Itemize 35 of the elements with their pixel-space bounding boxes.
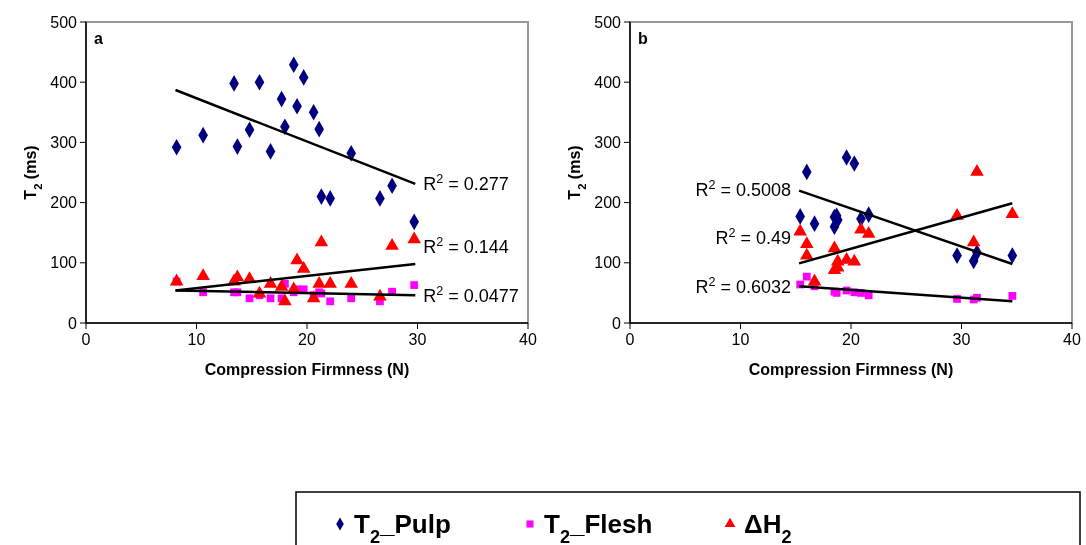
y-tick-label: 0 [68, 314, 78, 332]
x-tick-label: 0 [625, 331, 635, 348]
y-tick-label: 200 [50, 194, 78, 212]
y-tick-label: 400 [594, 73, 622, 91]
annotation: R$^{2}$ = 0.277 [423, 172, 509, 195]
annotation: R$^{2}$ = 0.0477 [423, 283, 519, 306]
x-tick-label: 20 [298, 331, 316, 348]
x-axis-title: Compression Firmness (N) [204, 361, 410, 378]
x-tick-label: 40 [1063, 331, 1081, 348]
y-tick-label: 500 [594, 13, 622, 31]
y-tick-label: 0 [612, 314, 622, 332]
y-tick-label: 100 [50, 254, 78, 272]
legend-label: T$_{2}$_Pulp [354, 509, 451, 545]
x-tick-label: 10 [187, 331, 206, 348]
y-tick-label: 300 [594, 134, 622, 151]
x-tick-label: 40 [519, 331, 537, 348]
legend-label: ΔH$_{2}$ [744, 509, 792, 545]
legend-label: T$_{2}$_Flesh [544, 509, 653, 545]
x-tick-label: 30 [952, 331, 971, 348]
text: b [638, 30, 648, 47]
annotation: R$^{2}$ = 0.144 [423, 235, 509, 258]
text: a [94, 30, 103, 47]
y-tick-label: 300 [50, 134, 78, 151]
y-tick-label: 400 [50, 73, 78, 91]
x-tick-label: 30 [408, 331, 427, 348]
y-tick-label: 200 [594, 194, 622, 212]
x-tick-label: 20 [842, 331, 860, 348]
annotation: R$^{2}$ = 0.5008 [695, 178, 792, 201]
x-tick-label: 0 [81, 331, 91, 348]
y-tick-label: 100 [594, 254, 622, 272]
y-tick-label: 500 [50, 13, 78, 31]
x-tick-label: 10 [731, 331, 750, 348]
x-axis-title: Compression Firmness (N) [748, 361, 954, 378]
annotation: R$^{2}$ = 0.6032 [695, 274, 792, 297]
annotation: R$^{2}$ = 0.49 [715, 226, 792, 249]
